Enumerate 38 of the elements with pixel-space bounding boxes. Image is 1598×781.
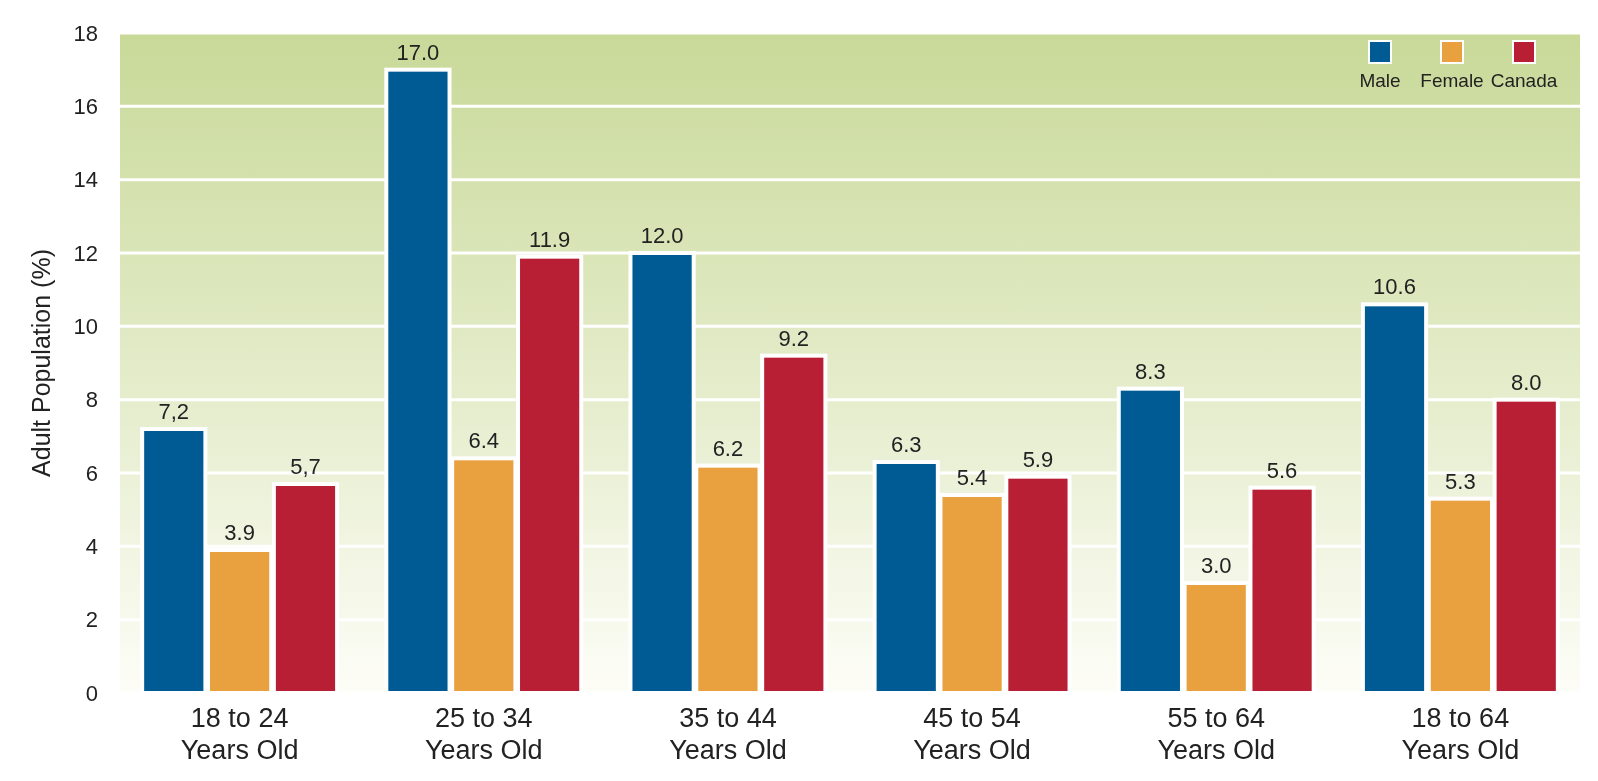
y-tick-label: 4 bbox=[85, 534, 98, 560]
y-tick-label: 2 bbox=[85, 607, 98, 633]
data-label: 8.3 bbox=[1135, 358, 1166, 384]
data-label: 5.6 bbox=[1266, 457, 1298, 483]
x-tick-label: 18 to 24 Years Old bbox=[180, 703, 299, 765]
x-tick-label: 35 to 44 Years Old bbox=[669, 703, 787, 765]
data-label: 9.2 bbox=[778, 325, 810, 351]
data-label: 5.4 bbox=[956, 465, 988, 490]
legend-label: Female bbox=[1420, 70, 1484, 91]
data-label: 5.9 bbox=[1022, 446, 1054, 472]
data-label: 3.0 bbox=[1200, 553, 1232, 578]
y-tick-label: 6 bbox=[85, 460, 98, 486]
x-tick-label: 55 to 64 Years Old bbox=[1157, 703, 1276, 765]
data-label: 17.0 bbox=[396, 39, 440, 65]
data-label: 5,7 bbox=[290, 454, 321, 479]
data-label: 10.6 bbox=[1373, 274, 1416, 300]
x-tick-label: 18 to 64 Years Old bbox=[1401, 703, 1520, 765]
legend-label: Male bbox=[1359, 70, 1401, 91]
x-tick-label: 45 to 54 Years Old bbox=[913, 703, 1031, 765]
data-label: 3.9 bbox=[224, 520, 255, 545]
data-label: 6.2 bbox=[712, 435, 744, 461]
data-label: 5.3 bbox=[1445, 468, 1476, 494]
y-tick-label: 16 bbox=[73, 94, 98, 120]
data-label: 11.9 bbox=[529, 226, 571, 252]
data-label: 7,2 bbox=[158, 399, 190, 424]
y-axis-title: Adult Population (%) bbox=[27, 249, 55, 477]
data-label: 8.0 bbox=[1510, 369, 1542, 395]
y-tick-label: 14 bbox=[73, 167, 98, 193]
y-tick-label: 0 bbox=[85, 680, 98, 706]
y-tick-label: 10 bbox=[73, 314, 98, 340]
data-label: 6.3 bbox=[890, 432, 922, 457]
y-tick-label: 12 bbox=[73, 240, 98, 266]
y-tick-label: 8 bbox=[85, 387, 98, 413]
y-tick-label: 18 bbox=[73, 20, 98, 46]
legend-label: Canada bbox=[1490, 70, 1558, 91]
data-label: 6.4 bbox=[468, 428, 500, 454]
data-label: 12.0 bbox=[640, 223, 684, 248]
x-tick-label: 25 to 34 Years Old bbox=[424, 703, 543, 765]
